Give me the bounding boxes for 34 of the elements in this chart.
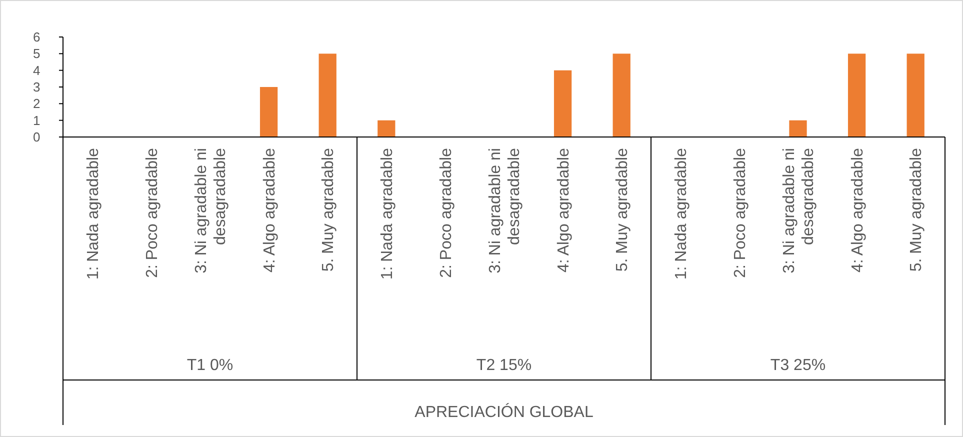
text: T2 15%: [476, 357, 532, 374]
bar: [260, 87, 278, 137]
bar: [906, 54, 924, 137]
y-tick-label: 1: [33, 112, 40, 128]
bar: [848, 54, 866, 137]
bar: [612, 54, 630, 137]
x-tick-label: 2: Poco agradable: [144, 148, 161, 278]
bar: [789, 120, 807, 137]
x-tick-label: 1: Nada agradable: [85, 148, 102, 280]
x-tick-label: 3: Ni agradable ni desagradable: [487, 148, 524, 274]
y-tick-label: 5: [33, 46, 40, 62]
x-tick-label: 3: Ni agradable ni desagradable: [781, 148, 818, 274]
x-tick-label: 4: Algo agradable: [555, 148, 572, 273]
x-tick-label: 1: Nada agradable: [673, 148, 690, 280]
y-tick-label: 0: [33, 130, 40, 145]
x-tick-label: 3: Ni agradable ni desagradable: [193, 148, 230, 274]
bar: [318, 54, 336, 137]
x-tick-label: 5. Muy agradable: [614, 148, 632, 272]
y-tick-label: 4: [33, 62, 40, 78]
y-tick-label: 6: [33, 30, 40, 45]
x-tick-label: 5. Muy agradable: [908, 148, 926, 272]
y-tick-label: 2: [33, 96, 40, 112]
text: T1 0%: [186, 357, 234, 374]
x-tick-label: 2: Poco agradable: [732, 148, 749, 278]
x-tick-label: 2: Poco agradable: [438, 148, 455, 278]
bar: [378, 120, 396, 137]
text: T3 25%: [770, 357, 826, 374]
x-tick-label: 1: Nada agradable: [379, 148, 396, 280]
x-tick-label: 4: Algo agradable: [261, 148, 278, 273]
bar: [554, 70, 572, 137]
y-tick-label: 3: [33, 80, 40, 95]
x-tick-label: 4: Algo agradable: [849, 148, 866, 273]
x-tick-label: 5. Muy agradable: [320, 148, 338, 272]
text: APRECIACIÓN GLOBAL: [414, 403, 594, 421]
